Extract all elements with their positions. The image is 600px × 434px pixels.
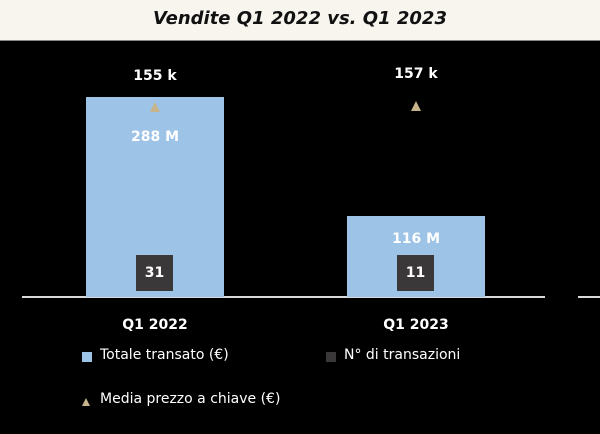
bar-n-transazioni: 11: [397, 255, 434, 291]
title-band: [0, 0, 600, 41]
data-label-totale: 116 M: [391, 231, 441, 248]
x-axis-line: [22, 296, 545, 298]
legend-label-transazioni: N° di transazioni: [344, 347, 461, 363]
legend-triangle-icon: [82, 398, 90, 406]
data-label-media: 157 k: [394, 66, 438, 82]
legend-swatch-transazioni: [326, 352, 336, 362]
bar-n-transazioni: 31: [136, 255, 173, 291]
data-label-media: 155 k: [133, 68, 177, 84]
x-tick-label: Q1 2022: [122, 317, 188, 333]
marker-media-prezzo: [150, 102, 160, 112]
legend-label-totale: Totale transato (€): [100, 347, 229, 363]
marker-media-prezzo: [411, 101, 421, 111]
data-label-totale: 288 M: [130, 129, 180, 145]
legend-label-media: Media prezzo a chiave (€): [100, 391, 281, 407]
x-tick-label: Q1 2023: [383, 317, 449, 333]
legend-swatch-totale: [82, 352, 92, 362]
chart-title: Vendite Q1 2022 vs. Q1 2023: [153, 8, 447, 29]
axis-fragment: [578, 296, 600, 298]
